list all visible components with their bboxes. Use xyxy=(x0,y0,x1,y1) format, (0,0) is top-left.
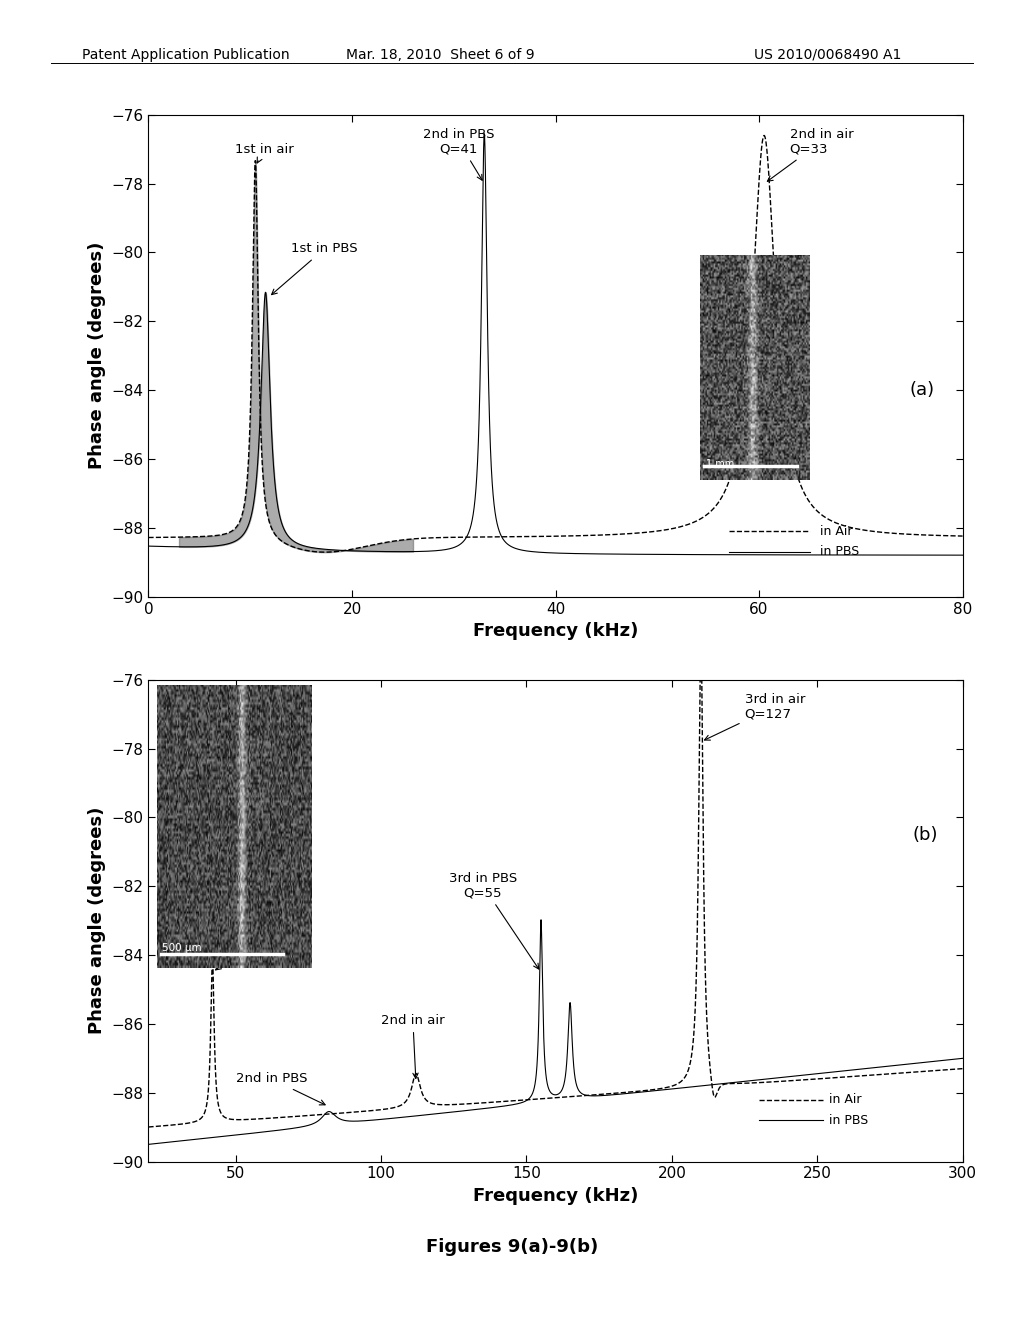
Text: 2nd in air: 2nd in air xyxy=(381,1014,444,1078)
Text: 1st in PBS: 1st in PBS xyxy=(271,243,357,294)
Text: 1st in air: 1st in air xyxy=(216,921,300,970)
Text: 1st in air: 1st in air xyxy=(234,143,294,162)
Y-axis label: Phase angle (degrees): Phase angle (degrees) xyxy=(88,807,105,1035)
Y-axis label: Phase angle (degrees): Phase angle (degrees) xyxy=(88,242,105,470)
Text: 3rd in PBS
Q=55: 3rd in PBS Q=55 xyxy=(449,871,539,969)
Text: Figures 9(a)-9(b): Figures 9(a)-9(b) xyxy=(426,1238,598,1257)
Text: (a): (a) xyxy=(909,381,935,399)
Text: 2nd in air
Q=33: 2nd in air Q=33 xyxy=(767,128,853,181)
Text: 1 mm: 1 mm xyxy=(707,459,734,469)
Text: US 2010/0068490 A1: US 2010/0068490 A1 xyxy=(754,48,901,62)
Text: Patent Application Publication: Patent Application Publication xyxy=(82,48,290,62)
Text: 500 μm: 500 μm xyxy=(162,944,202,953)
X-axis label: Frequency (kHz): Frequency (kHz) xyxy=(473,1187,638,1205)
Text: in PBS: in PBS xyxy=(828,1114,868,1127)
Text: in Air: in Air xyxy=(820,525,853,537)
Text: in Air: in Air xyxy=(828,1093,861,1106)
Text: 2nd in PBS: 2nd in PBS xyxy=(236,1072,325,1105)
X-axis label: Frequency (kHz): Frequency (kHz) xyxy=(473,622,638,640)
Text: 2nd in PBS
Q=41: 2nd in PBS Q=41 xyxy=(423,128,495,181)
Text: (b): (b) xyxy=(912,826,938,843)
Text: Mar. 18, 2010  Sheet 6 of 9: Mar. 18, 2010 Sheet 6 of 9 xyxy=(346,48,535,62)
Text: in PBS: in PBS xyxy=(820,545,859,558)
Text: 3rd in air
Q=127: 3rd in air Q=127 xyxy=(705,693,805,741)
